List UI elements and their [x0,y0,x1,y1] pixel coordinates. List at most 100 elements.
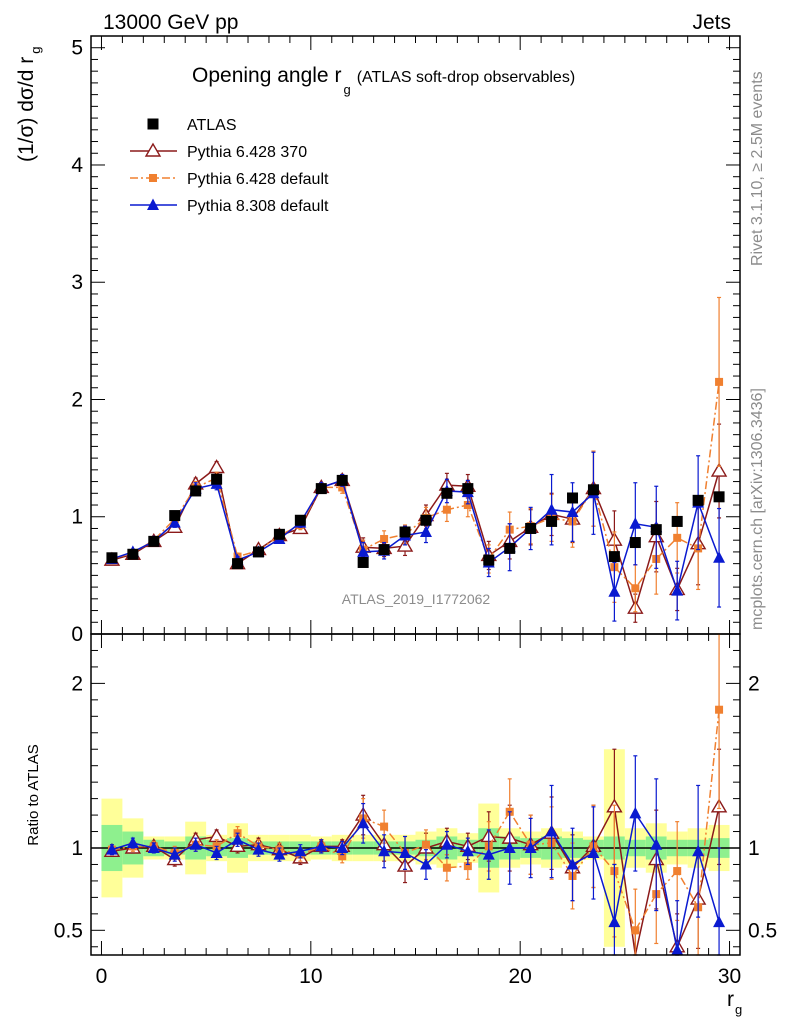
legend: ATLAS Pythia 6.428 370 Pythia 6.428 defaul… [130,117,329,215]
series-line [111,709,720,933]
data-point [380,822,389,831]
main-y-tick-label: 3 [71,271,83,294]
data-point [399,846,412,858]
ratio-y-axis-label: Ratio to ATLAS [25,744,42,845]
data-point [106,552,118,564]
legend-marker [144,142,162,157]
data-point [710,462,728,477]
main-y-tick-label: 0 [71,623,83,646]
data-point [419,857,432,870]
main-y-axis-label: (1/σ) dσ/d r g [15,46,43,162]
data-point [357,556,369,568]
data-point [608,551,620,563]
data-point [210,846,223,858]
data-point [189,838,202,850]
chart-title-main: Opening angle r [192,64,341,87]
data-point [462,483,474,495]
x-axis-label: rg [727,988,742,1017]
data-point [315,839,328,852]
data-point [463,862,472,871]
chart-title: Opening angle rg (ATLAS soft-drop observa… [192,64,575,97]
ratio-y-tick-label-right: 2 [748,672,760,695]
data-point [692,844,705,857]
data-point [441,487,453,499]
data-point [126,836,139,849]
data-point [252,843,265,855]
data-point [336,474,348,486]
data-point [673,867,682,876]
rivet-note: Rivet 3.1.10, ≥ 2.5M events [749,71,766,266]
data-point [232,558,244,570]
data-point [713,915,726,928]
data-point [503,841,516,853]
data-point [587,484,599,496]
ratio-y-tick-label: 2 [71,672,83,695]
legend-label: Pythia 6.428 370 [187,144,307,161]
data-point [566,857,579,870]
data-point [482,848,495,860]
chart-title-note: (ATLAS soft-drop observables) [357,69,575,86]
x-tick-label: 30 [718,965,741,988]
ratio-y-tick-label-right: 1 [748,837,760,860]
data-point [294,844,307,857]
analysis-id: ATLAS_2019_I1772062 [342,591,491,607]
header-left: 13000 GeV pp [103,11,238,34]
data-point [671,515,683,527]
data-point [127,548,139,560]
data-point [168,516,181,528]
data-point [587,846,600,858]
legend-label: Pythia 6.428 default [187,171,329,188]
x-tick-label: 10 [299,965,322,988]
data-point [608,585,621,597]
data-point [336,841,349,853]
data-point [338,483,347,492]
main-panel: 0 1 2 3 4 5 [71,35,740,646]
data-point [378,544,390,556]
data-point [273,848,286,860]
data-point [168,848,181,860]
data-point [461,844,474,857]
data-point [673,533,682,542]
ratio-y-tick-label: 1 [71,837,83,860]
data-point [273,528,285,540]
data-point [631,926,640,935]
series-line [111,811,720,951]
data-point [713,551,726,563]
data-point [419,525,432,537]
data-point [440,838,453,850]
data-point [380,535,389,544]
legend-marker [149,174,157,182]
x-axis-label-main: r [727,988,734,1011]
data-point [442,505,451,514]
data-point [105,843,118,855]
data-point [148,535,160,547]
data-point [378,844,391,857]
main-y-axis-label-main: (1/σ) dσ/d r [15,57,38,162]
legend-label: Pythia 8.308 default [187,198,329,215]
data-point [525,522,537,534]
data-point [504,542,516,554]
data-point [357,545,370,557]
main-y-tick-label: 1 [71,506,83,529]
header-right: Jets [692,11,731,34]
data-point [399,526,411,538]
data-point [713,491,725,503]
data-point [231,833,244,845]
data-point [545,825,558,837]
ratio-y-tick-label-right: 0.5 [748,919,777,942]
data-point [252,546,264,558]
data-point [546,515,558,527]
data-point [545,503,558,515]
main-y-tick-label: 4 [71,154,83,177]
mcplots-note: mcplots.cern.ch [arXiv:1306.3436] [749,388,766,630]
data-point [442,863,451,872]
data-point [421,840,430,849]
data-point [692,494,704,506]
data-point [715,377,724,386]
data-point [629,806,642,819]
data-point [524,841,537,853]
legend-marker [147,118,159,130]
main-y-axis-label-sub: g [28,46,43,53]
series-line [111,381,720,590]
data-point [338,852,347,861]
